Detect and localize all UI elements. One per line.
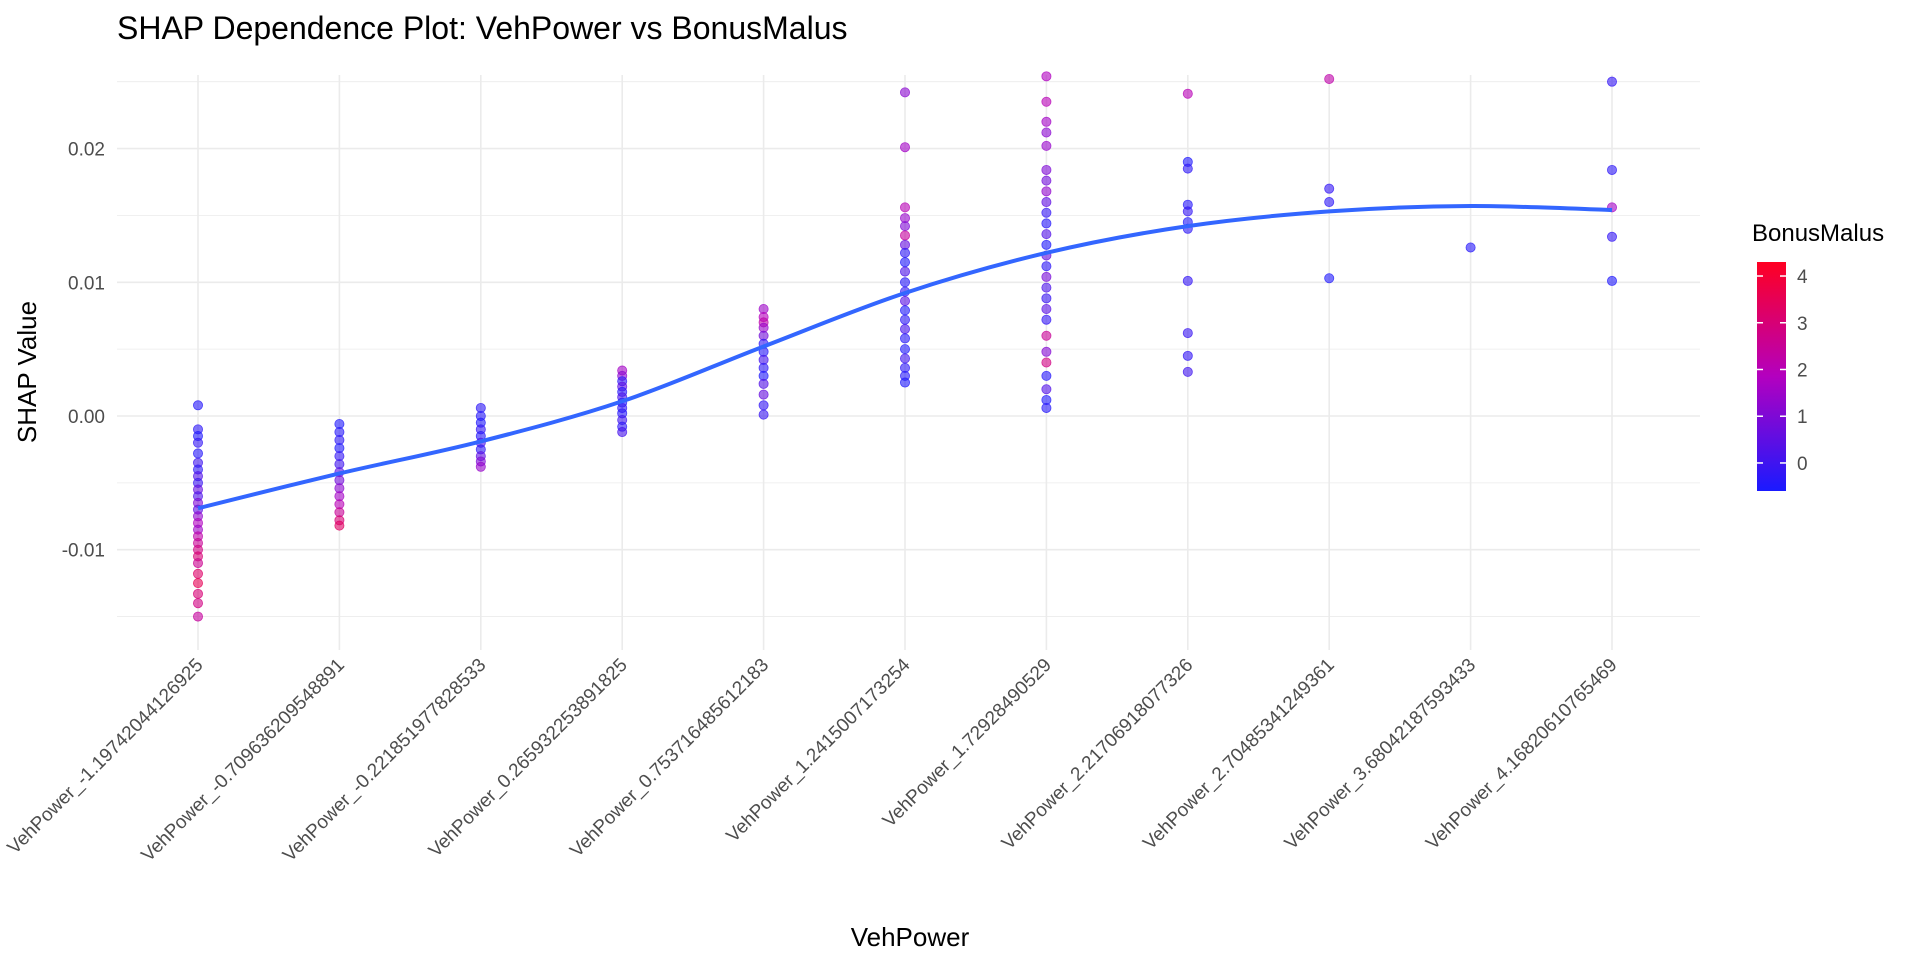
data-point: [1465, 242, 1476, 253]
data-point: [1041, 96, 1052, 107]
data-point: [1041, 293, 1052, 304]
data-point: [900, 324, 911, 335]
data-point: [1041, 357, 1052, 368]
data-point: [1324, 74, 1335, 85]
data-point: [1182, 206, 1193, 217]
data-point: [900, 344, 911, 355]
data-point: [900, 247, 911, 258]
data-point: [1041, 140, 1052, 151]
y-tick-label: -0.01: [62, 541, 105, 562]
data-point: [1182, 350, 1193, 361]
data-point: [192, 578, 203, 589]
data-point: [758, 389, 769, 400]
data-point: [900, 230, 911, 241]
data-point: [1041, 229, 1052, 240]
data-point: [192, 558, 203, 569]
data-point: [900, 142, 911, 153]
data-point: [900, 202, 911, 213]
color-legend: BonusMalus 0 1 2 3 4: [1752, 220, 1884, 491]
legend-tick-label: 3: [1797, 314, 1808, 335]
data-point: [1041, 164, 1052, 175]
data-point: [1041, 346, 1052, 357]
data-point: [1607, 231, 1618, 242]
data-point: [1607, 164, 1618, 175]
y-axis-ticks: -0.01 0.00 0.01 0.02: [62, 140, 105, 562]
data-point: [900, 257, 911, 268]
data-point: [758, 400, 769, 411]
data-point: [192, 568, 203, 579]
data-point: [1041, 314, 1052, 325]
data-point: [900, 295, 911, 306]
data-point: [1182, 163, 1193, 174]
legend-title: BonusMalus: [1752, 220, 1884, 247]
data-point: [1324, 183, 1335, 194]
data-point: [1041, 116, 1052, 127]
data-point: [334, 520, 345, 531]
data-point: [900, 305, 911, 316]
data-point: [1041, 282, 1052, 293]
data-point: [900, 277, 911, 288]
x-axis-title: VehPower: [851, 922, 970, 952]
data-point: [900, 221, 911, 232]
data-point: [192, 437, 203, 448]
data-point: [1041, 402, 1052, 413]
data-point: [1041, 330, 1052, 341]
data-point: [1041, 239, 1052, 250]
data-point: [900, 314, 911, 325]
data-point: [1041, 261, 1052, 272]
data-point: [1182, 366, 1193, 377]
data-point: [1041, 186, 1052, 197]
data-point: [1041, 197, 1052, 208]
data-point: [900, 87, 911, 98]
data-point: [617, 427, 628, 438]
data-point: [192, 588, 203, 599]
data-point: [1041, 71, 1052, 82]
data-point: [1041, 271, 1052, 282]
data-point: [192, 611, 203, 622]
x-tick-label: VehPower_1.72928490529: [879, 655, 1056, 832]
plot-grid: [117, 75, 1700, 650]
data-point: [1041, 384, 1052, 395]
data-point: [1324, 273, 1335, 284]
legend-colorbar: [1757, 262, 1786, 491]
data-point: [900, 377, 911, 388]
data-point: [192, 448, 203, 459]
data-point: [758, 378, 769, 389]
data-point: [1041, 218, 1052, 229]
y-tick-label: 0.01: [68, 273, 105, 294]
data-point: [1041, 207, 1052, 218]
data-point: [1182, 88, 1193, 99]
data-point: [900, 266, 911, 277]
data-point: [1041, 304, 1052, 315]
x-axis-ticks: VehPower_-1.19742044126925VehPower_-0.70…: [4, 654, 1622, 866]
data-point: [1182, 328, 1193, 339]
data-point: [1607, 275, 1618, 286]
y-tick-label: 0.02: [68, 140, 105, 161]
data-point: [900, 333, 911, 344]
data-point: [1041, 370, 1052, 381]
data-point: [192, 598, 203, 609]
legend-tick-label: 0: [1797, 454, 1808, 475]
data-point: [192, 400, 203, 411]
trend-line: [197, 204, 1613, 511]
data-point: [758, 409, 769, 420]
legend-tick-label: 4: [1797, 267, 1808, 288]
legend-tick-label: 2: [1797, 360, 1808, 381]
data-point: [475, 461, 486, 472]
data-point: [1182, 275, 1193, 286]
y-axis-title: SHAP Value: [12, 301, 42, 443]
data-point: [1324, 197, 1335, 208]
chart-title: SHAP Dependence Plot: VehPower vs BonusM…: [117, 10, 848, 46]
y-tick-label: 0.00: [68, 407, 105, 428]
data-point: [1041, 175, 1052, 186]
legend-tick-label: 1: [1797, 407, 1808, 428]
data-point: [1041, 127, 1052, 138]
data-point: [900, 353, 911, 364]
data-point: [1607, 76, 1618, 87]
